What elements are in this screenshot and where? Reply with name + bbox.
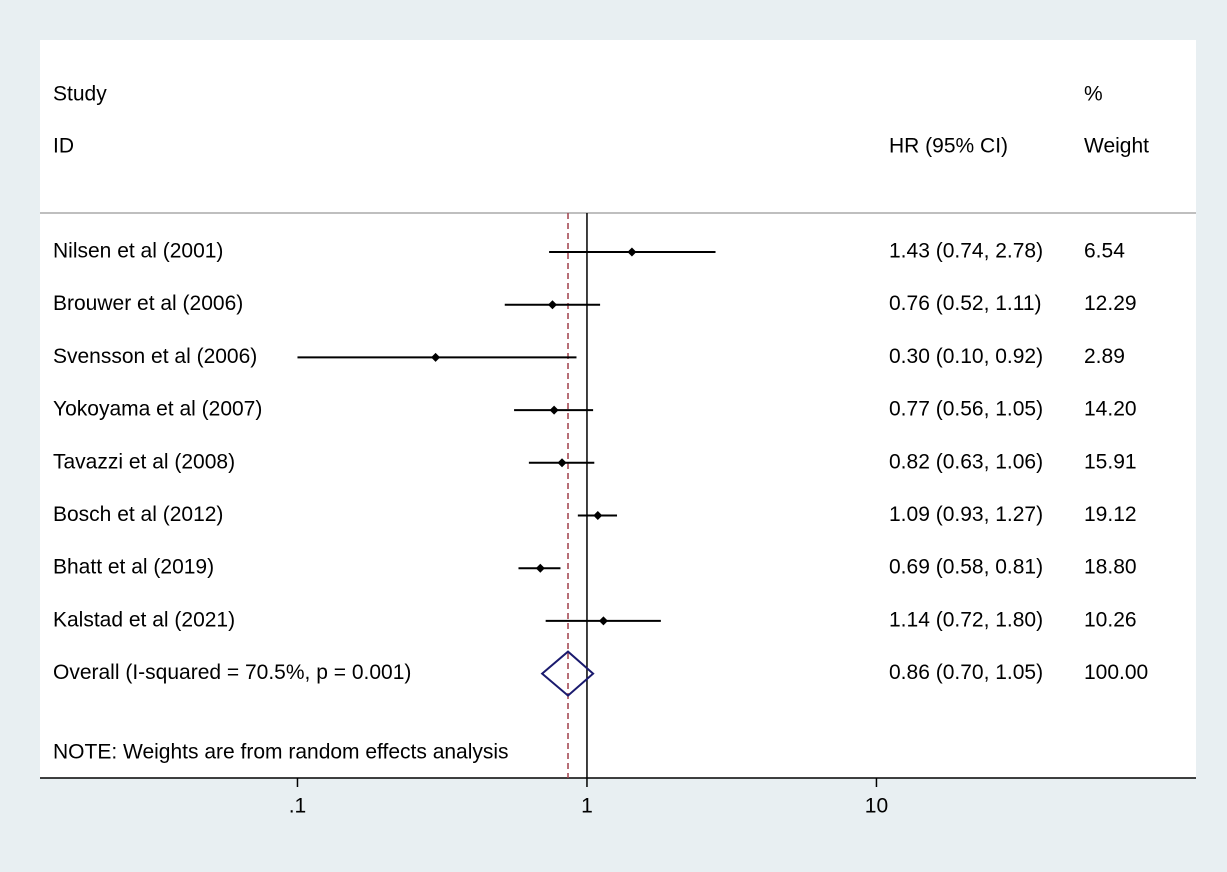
study-name: Brouwer et al (2006)	[53, 292, 243, 315]
study-name: Overall (I-squared = 70.5%, p = 0.001)	[53, 661, 411, 684]
ci-label: 0.77 (0.56, 1.05)	[889, 398, 1043, 421]
point-estimate	[535, 563, 545, 573]
ci-label: 0.30 (0.10, 0.92)	[889, 345, 1043, 368]
weight-label: 100.00	[1084, 661, 1148, 684]
ci-label: 1.14 (0.72, 1.80)	[889, 608, 1043, 631]
ci-label: 1.43 (0.74, 2.78)	[889, 240, 1043, 263]
study-name: Yokoyama et al (2007)	[53, 398, 262, 421]
overall-diamond	[540, 650, 595, 697]
x-tick-label: 10	[865, 795, 888, 818]
weight-label: 6.54	[1084, 240, 1125, 263]
header: ID	[53, 135, 74, 158]
x-tick-label: .1	[289, 795, 307, 818]
study-name: Svensson et al (2006)	[53, 345, 257, 368]
weight-label: 2.89	[1084, 345, 1125, 368]
header: Weight	[1084, 135, 1149, 158]
point-estimate	[557, 458, 567, 468]
point-estimate	[431, 352, 441, 362]
ci-label: 0.69 (0.58, 0.81)	[889, 556, 1043, 579]
plot-panel	[40, 40, 1196, 778]
weight-label: 12.29	[1084, 292, 1137, 315]
weight-label: 10.26	[1084, 608, 1137, 631]
header: Study	[53, 83, 107, 106]
weight-label: 15.91	[1084, 450, 1137, 473]
header: HR (95% CI)	[889, 135, 1008, 158]
ci-label: 0.76 (0.52, 1.11)	[889, 292, 1042, 315]
ci-label: 1.09 (0.93, 1.27)	[889, 503, 1043, 526]
weight-label: 18.80	[1084, 556, 1137, 579]
point-estimate	[598, 616, 608, 626]
study-name: Bhatt et al (2019)	[53, 556, 214, 579]
point-estimate	[593, 511, 603, 520]
x-tick-label: 1	[581, 795, 593, 818]
ci-label: 0.82 (0.63, 1.06)	[889, 450, 1043, 473]
point-estimate	[549, 405, 559, 415]
study-name: Bosch et al (2012)	[53, 503, 223, 526]
weight-label: 19.12	[1084, 503, 1137, 526]
weight-label: 14.20	[1084, 398, 1137, 421]
note: NOTE: Weights are from random effects an…	[53, 741, 509, 764]
point-estimate	[547, 300, 557, 310]
point-estimate	[627, 247, 637, 257]
header: %	[1084, 83, 1103, 106]
study-name: Kalstad et al (2021)	[53, 608, 235, 631]
study-name: Tavazzi et al (2008)	[53, 450, 235, 473]
ci-label: 0.86 (0.70, 1.05)	[889, 661, 1043, 684]
study-name: Nilsen et al (2001)	[53, 240, 223, 263]
